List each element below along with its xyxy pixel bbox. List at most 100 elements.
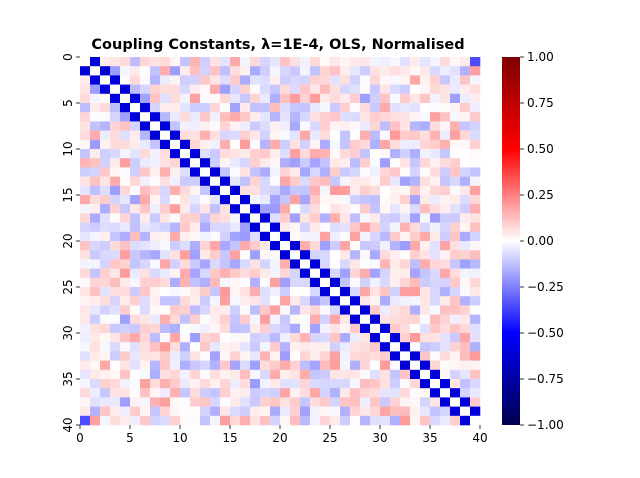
heatmap-cell	[190, 103, 201, 113]
heatmap-cell	[80, 167, 91, 177]
heatmap-cell	[340, 397, 351, 407]
heatmap-cell	[430, 277, 441, 288]
heatmap-cell	[370, 360, 381, 371]
heatmap-cell	[240, 333, 251, 343]
heatmap-cell	[150, 397, 161, 407]
heatmap-cell	[430, 66, 441, 76]
heatmap-cell	[270, 323, 281, 334]
heatmap-cell	[400, 158, 411, 168]
heatmap-cell	[180, 268, 191, 279]
heatmap-cell	[240, 213, 251, 223]
heatmap-cell	[110, 415, 121, 426]
heatmap-cell	[330, 323, 341, 334]
heatmap-cell	[390, 360, 401, 371]
heatmap-cell	[160, 397, 171, 407]
heatmap-cell	[320, 333, 331, 343]
heatmap-cell	[200, 231, 211, 242]
heatmap-cell	[160, 268, 171, 279]
heatmap-cell	[230, 342, 241, 352]
heatmap-cell	[130, 250, 141, 260]
heatmap-cell	[210, 93, 221, 104]
heatmap-cell	[150, 360, 161, 371]
heatmap-cell	[230, 406, 241, 417]
heatmap-cell	[420, 130, 431, 141]
heatmap-cell	[370, 277, 381, 288]
heatmap-cell	[210, 112, 221, 122]
heatmap-cell	[320, 176, 331, 187]
heatmap-cell	[190, 195, 201, 205]
heatmap-cell	[110, 259, 121, 269]
heatmap-cell	[400, 259, 411, 269]
heatmap-cell	[240, 305, 251, 315]
heatmap-cell	[440, 231, 451, 242]
heatmap-cell	[140, 75, 151, 85]
heatmap-cell	[150, 176, 161, 187]
heatmap-cell	[180, 360, 191, 371]
heatmap-cell	[420, 369, 431, 380]
heatmap-cell	[260, 195, 271, 205]
heatmap-cell	[400, 93, 411, 104]
heatmap-cell	[270, 268, 281, 279]
heatmap-cell	[160, 333, 171, 343]
heatmap-cell	[400, 351, 411, 361]
heatmap-cell	[420, 139, 431, 150]
heatmap-cell	[80, 369, 91, 380]
heatmap-cell	[150, 250, 161, 260]
heatmap-cell	[170, 397, 181, 407]
heatmap-cell	[420, 360, 431, 371]
heatmap-cell	[230, 305, 241, 315]
heatmap-cell	[420, 333, 431, 343]
heatmap-cell	[360, 379, 371, 389]
heatmap-cell	[100, 213, 111, 223]
heatmap-cell	[350, 213, 361, 223]
heatmap-cell	[470, 222, 481, 233]
heatmap-cell	[380, 369, 391, 380]
heatmap-cell	[290, 57, 301, 67]
heatmap-cell	[100, 158, 111, 168]
heatmap-cell	[120, 112, 131, 122]
heatmap-cell	[270, 351, 281, 361]
heatmap-cell	[310, 222, 321, 233]
heatmap-cell	[140, 130, 151, 141]
heatmap-cell	[450, 342, 461, 352]
heatmap-cell	[140, 305, 151, 315]
heatmap-cell	[100, 231, 111, 242]
heatmap-cell	[200, 379, 211, 389]
heatmap-cell	[270, 139, 281, 150]
heatmap-cell	[140, 112, 151, 122]
heatmap-cell	[400, 379, 411, 389]
heatmap-cell	[300, 222, 311, 233]
y-tick-label: 35	[61, 371, 75, 386]
heatmap-cell	[410, 351, 421, 361]
heatmap-cell	[410, 57, 421, 67]
heatmap-cell	[250, 231, 261, 242]
heatmap-cell	[80, 121, 91, 131]
heatmap-cell	[120, 121, 131, 131]
heatmap-cell	[380, 323, 391, 334]
heatmap-cell	[380, 57, 391, 67]
heatmap-cell	[360, 84, 371, 95]
heatmap-cell	[360, 93, 371, 104]
heatmap-cell	[90, 204, 101, 214]
heatmap-cell	[100, 103, 111, 113]
heatmap-cell	[140, 296, 151, 306]
heatmap-cell	[80, 397, 91, 407]
heatmap-cell	[250, 305, 261, 315]
heatmap-cell	[180, 241, 191, 251]
heatmap-cell	[200, 66, 211, 76]
heatmap-cell	[260, 323, 271, 334]
heatmap-cell	[200, 388, 211, 398]
heatmap-cell	[190, 121, 201, 131]
heatmap-cell	[180, 121, 191, 131]
heatmap-cell	[430, 287, 441, 297]
heatmap-cell	[400, 287, 411, 297]
heatmap-cell	[390, 268, 401, 279]
heatmap-cell	[460, 204, 471, 214]
heatmap-cell	[230, 388, 241, 398]
heatmap-cell	[450, 204, 461, 214]
heatmap-cell	[280, 84, 291, 95]
heatmap-cell	[400, 241, 411, 251]
heatmap-cell	[290, 103, 301, 113]
heatmap-cell	[240, 296, 251, 306]
heatmap-cell	[200, 149, 211, 159]
